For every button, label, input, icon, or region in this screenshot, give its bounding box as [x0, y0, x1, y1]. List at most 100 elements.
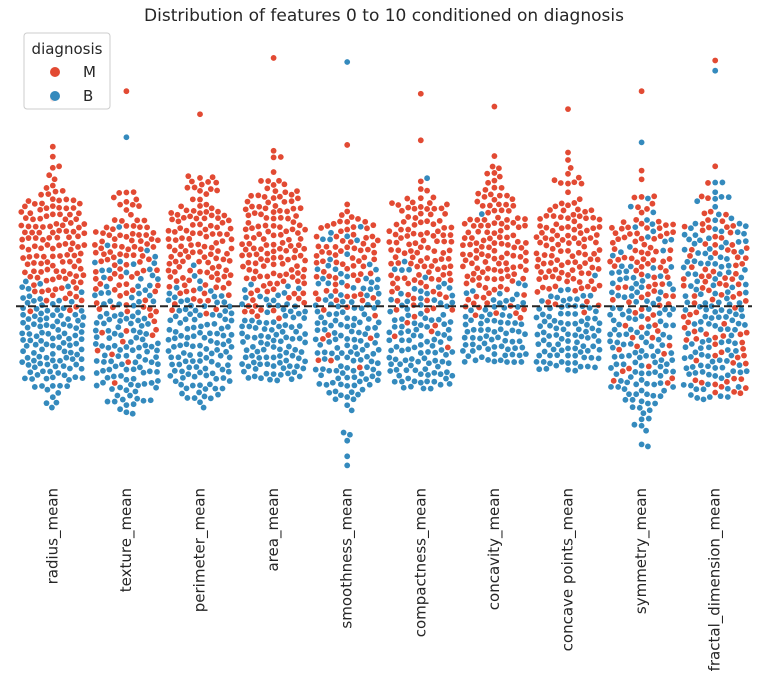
swarm-point-m	[619, 368, 626, 375]
swarm-point-b	[332, 336, 339, 343]
swarm-point-b	[609, 280, 616, 287]
swarm-point-m	[485, 265, 491, 272]
swarm-point-b	[505, 346, 511, 353]
swarm-point-b	[288, 324, 295, 330]
swarm-point-b	[644, 330, 650, 337]
swarm-point-b	[565, 331, 571, 338]
swarm-point-b	[412, 367, 419, 374]
swarm-point-m	[77, 279, 84, 286]
swarm-point-b	[191, 316, 198, 323]
swarm-point-m	[649, 334, 656, 341]
swarm-point-b	[584, 363, 591, 370]
swarm-point-b	[92, 292, 98, 299]
swarm-point-m	[742, 385, 749, 391]
swarm-point-m	[372, 312, 378, 319]
swarm-point-b	[175, 354, 182, 361]
swarm-point-m	[262, 222, 269, 229]
swarm-point-b	[32, 341, 39, 348]
swarm-point-b	[106, 366, 113, 373]
swarm-point-m	[594, 256, 601, 263]
swarm-point-m	[565, 202, 571, 209]
swarm-point-m	[370, 242, 377, 249]
swarm-point-b	[645, 443, 651, 450]
swarm-point-m	[484, 300, 491, 307]
swarm-point-b	[78, 356, 85, 363]
swarm-point-m	[245, 219, 252, 226]
swarm-point-b	[350, 284, 357, 291]
swarm-point-m	[263, 214, 270, 221]
swarm-point-b	[611, 353, 618, 360]
swarm-point-b	[52, 363, 59, 370]
swarm-point-b	[670, 384, 676, 390]
swarm-point-b	[118, 332, 124, 339]
swarm-point-m	[389, 288, 395, 295]
swarm-point-b	[263, 296, 270, 303]
swarm-point-b	[366, 381, 373, 388]
swarm-point-b	[251, 373, 258, 380]
swarm-point-m	[213, 284, 220, 291]
swarm-point-m	[38, 191, 44, 198]
swarm-point-b	[688, 353, 694, 360]
swarm-point-b	[616, 269, 622, 275]
swarm-point-b	[60, 321, 67, 328]
swarm-point-m	[209, 265, 216, 271]
swarm-point-m	[431, 248, 438, 255]
swarm-point-b	[183, 385, 190, 392]
swarm-point-m	[432, 257, 439, 264]
swarm-point-b	[73, 325, 80, 332]
swarm-point-m	[144, 241, 151, 247]
swarm-point-b	[326, 311, 333, 318]
swarm-point-b	[38, 337, 44, 344]
swarm-point-b	[348, 407, 355, 414]
swarm-point-b	[270, 344, 277, 350]
swarm-point-b	[621, 386, 628, 392]
swarm-point-b	[565, 360, 571, 366]
swarm-point-b	[399, 378, 405, 385]
swarm-point-m	[197, 203, 203, 209]
swarm-point-b	[39, 302, 45, 309]
swarm-point-m	[175, 218, 182, 225]
swarm-point-b	[24, 299, 31, 306]
swarm-point-b	[93, 319, 100, 326]
swarm-point-b	[148, 343, 155, 350]
swarm-point-m	[491, 255, 498, 262]
swarm-point-b	[67, 365, 73, 372]
swarm-point-m	[180, 214, 187, 221]
swarm-point-m	[315, 357, 322, 364]
swarm-point-m	[712, 241, 719, 248]
swarm-point-m	[209, 231, 216, 237]
swarm-point-b	[171, 335, 178, 342]
swarm-point-m	[49, 276, 56, 283]
swarm-point-m	[681, 223, 688, 230]
swarm-point-b	[98, 290, 105, 296]
swarm-point-b	[615, 292, 622, 299]
swarm-point-b	[534, 331, 541, 338]
swarm-point-b	[314, 350, 321, 356]
swarm-point-m	[144, 224, 151, 231]
swarm-point-b	[270, 337, 277, 344]
swarm-point-m	[27, 308, 34, 315]
swarm-point-b	[462, 321, 469, 328]
swarm-point-b	[154, 369, 160, 375]
swarm-point-m	[575, 206, 581, 213]
swarm-point-b	[172, 328, 179, 335]
swarm-point-b	[31, 384, 38, 390]
swarm-point-b	[718, 193, 725, 200]
swarm-point-m	[66, 234, 72, 241]
swarm-point-m	[423, 283, 430, 290]
swarm-point-m	[123, 261, 130, 268]
swarm-point-b	[357, 356, 364, 363]
swarm-point-b	[296, 373, 303, 380]
swarm-point-b	[397, 361, 403, 368]
swarm-point-b	[332, 317, 339, 324]
swarm-point-m	[410, 295, 417, 302]
swarm-point-b	[398, 329, 404, 336]
swarm-point-b	[144, 348, 151, 355]
swarm-point-m	[328, 357, 334, 364]
swarm-point-m	[225, 292, 232, 299]
swarm-point-m	[576, 279, 583, 285]
swarm-point-b	[142, 356, 149, 363]
swarm-point-m	[31, 200, 38, 207]
swarm-point-m	[638, 294, 645, 301]
swarm-point-b	[623, 268, 630, 275]
